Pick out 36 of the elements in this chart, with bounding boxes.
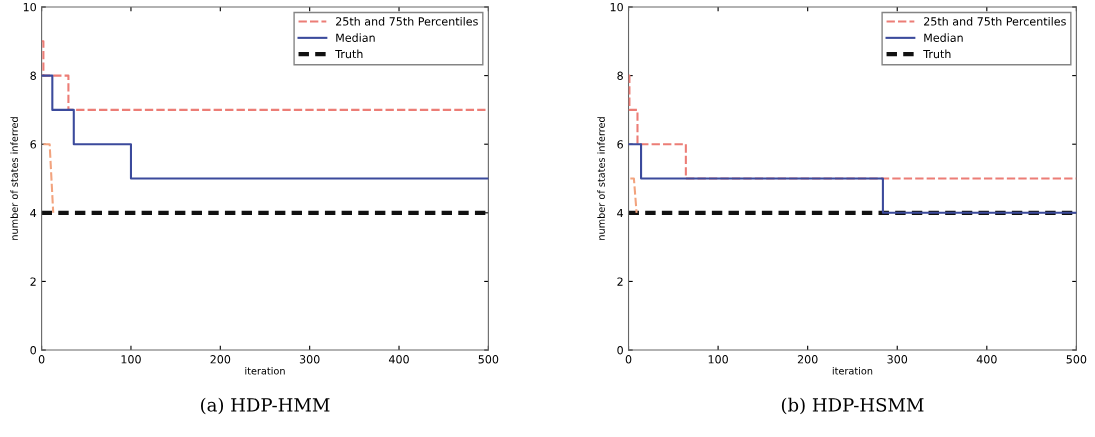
y-tick-label: 0 (617, 346, 623, 355)
legend-label: Median (336, 33, 375, 42)
x-tick-label: 0 (38, 355, 45, 364)
x-tick-label: 500 (1066, 355, 1087, 364)
text: (a) HDP-HMM (201, 397, 330, 415)
y-tick-label: 8 (617, 71, 623, 80)
y-tick-label: 2 (617, 277, 623, 286)
x-tick-label: 300 (887, 355, 908, 364)
x-tick-label: 0 (625, 355, 632, 364)
x-tick-label: 100 (708, 355, 728, 364)
x-tick-label: 500 (478, 355, 499, 364)
y-axis-title: number of states inferred (10, 117, 18, 240)
x-tick-label: 400 (976, 355, 997, 364)
y-tick-label: 0 (30, 346, 37, 355)
legend-label: Truth (923, 49, 951, 59)
legend-label: 25th and 75th Percentiles (924, 16, 1066, 26)
y-tick-label: 4 (30, 208, 37, 218)
x-axis-title: iteration (832, 367, 873, 375)
legend-label: Median (924, 33, 963, 42)
legend-label: 25th and 75th Percentiles (336, 16, 478, 26)
y-tick-label: 6 (617, 140, 623, 149)
y-tick-label: 6 (30, 140, 37, 149)
x-tick-label: 200 (210, 355, 231, 364)
y-axis-title: number of states inferred (597, 117, 605, 240)
x-tick-label: 400 (388, 355, 409, 364)
legend-label: Truth (335, 49, 363, 59)
text: (b) HDP-HSMM (781, 397, 924, 415)
y-tick-label: 8 (30, 71, 36, 80)
y-tick-label: 10 (610, 2, 623, 12)
x-tick-label: 300 (299, 355, 320, 364)
y-tick-label: 4 (617, 208, 624, 218)
x-axis-title: iteration (245, 367, 285, 375)
y-tick-label: 10 (23, 2, 37, 12)
x-tick-label: 200 (797, 355, 818, 364)
x-tick-label: 100 (121, 355, 141, 364)
y-tick-label: 2 (30, 277, 36, 286)
